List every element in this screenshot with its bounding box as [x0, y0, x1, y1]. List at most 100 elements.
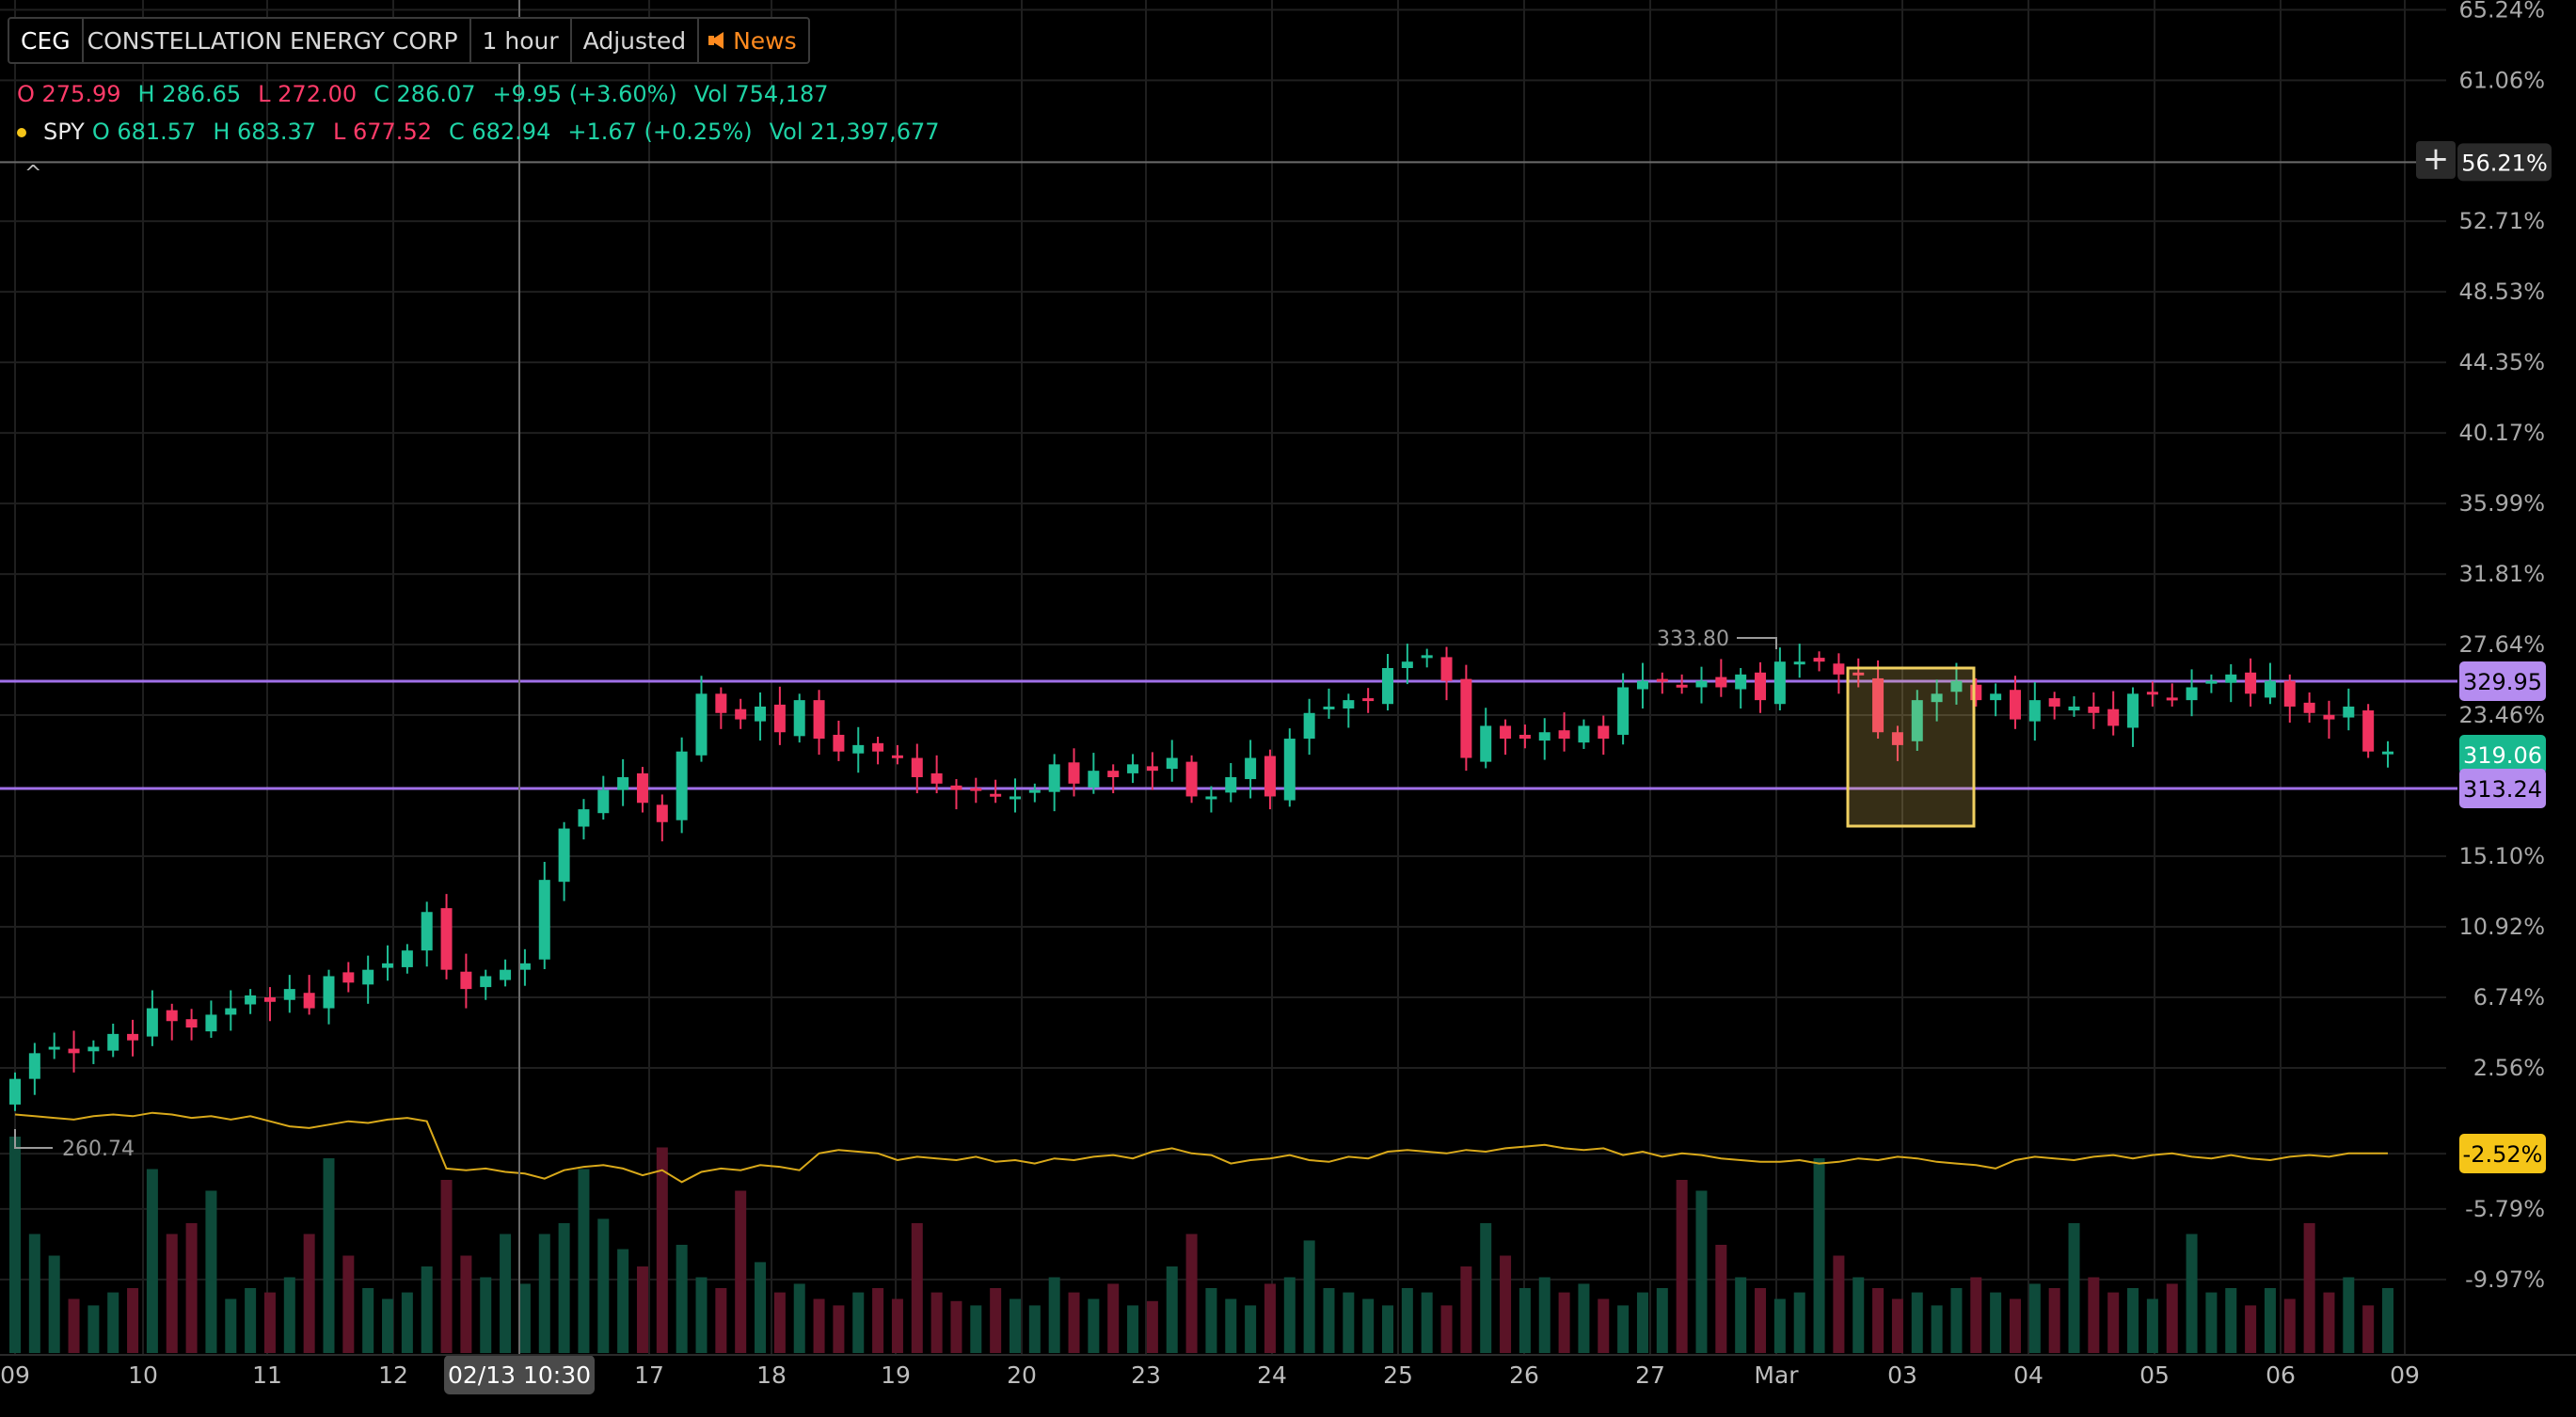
volume-bar — [2283, 1298, 2296, 1353]
adjusted-button[interactable]: Adjusted — [572, 19, 700, 62]
candle-body — [205, 1014, 217, 1032]
candle-body — [1931, 693, 1943, 703]
candle-body — [1440, 657, 1453, 681]
spy-legend-dot — [17, 119, 36, 145]
candle-body — [558, 828, 570, 883]
candle-body — [2225, 674, 2237, 683]
volume-bar — [1500, 1255, 1512, 1353]
symbol-toolbar: CEG CONSTELLATION ENERGY CORP 1 hour Adj… — [8, 17, 810, 64]
candle-body — [2205, 680, 2218, 684]
low-annotation: 260.74 — [62, 1138, 135, 1161]
volume-bar — [1755, 1288, 1767, 1353]
volume-bar — [813, 1298, 825, 1353]
add-alert-plus-button[interactable]: + — [2416, 141, 2456, 179]
y-tick-label: 23.46% — [2458, 702, 2545, 728]
crosshair-time-box — [444, 1355, 595, 1394]
volume-bar — [421, 1266, 433, 1353]
candle-body — [87, 1046, 100, 1052]
news-button[interactable]: News — [699, 19, 808, 62]
x-tick-label: 05 — [2139, 1361, 2170, 1389]
volume-bar — [1421, 1292, 1433, 1353]
volume-bar — [28, 1234, 40, 1353]
candle-body — [930, 772, 943, 784]
x-axis: 09 10 11 12 17 18 19 20 23 24 25 26 27 Mar 03 04 05 06 09 — [0, 1354, 2576, 1389]
volume-bar — [2186, 1234, 2198, 1353]
volume-bar — [87, 1305, 100, 1353]
interval-button[interactable]: 1 hour — [469, 19, 572, 62]
candle-body — [166, 1010, 178, 1022]
candlestick-series — [9, 644, 2393, 1111]
candle-body — [1617, 687, 1630, 735]
volume-bar — [676, 1245, 688, 1353]
candle-body — [1813, 658, 1825, 662]
volume-bar — [1970, 1277, 1982, 1353]
volume-bar — [185, 1223, 198, 1353]
candle-body — [68, 1048, 80, 1054]
candle-body — [2068, 706, 2080, 711]
ceg-volume: Vol 754,187 — [693, 81, 829, 107]
candle-body — [990, 793, 1002, 797]
x-tick-label: 23 — [1131, 1361, 1161, 1389]
candle-body — [460, 971, 472, 990]
candle-body — [2382, 751, 2393, 755]
x-tick-label: 24 — [1257, 1361, 1287, 1389]
candle-body — [715, 693, 727, 713]
candle-body — [1225, 776, 1237, 793]
candle-body — [1068, 762, 1080, 784]
volume-bar — [1401, 1288, 1413, 1353]
volume-bar — [1852, 1277, 1865, 1353]
candle-body — [2245, 672, 2257, 694]
symbol-button[interactable]: CEG — [9, 19, 84, 62]
volume-bar — [1245, 1305, 1257, 1353]
candle-body — [1185, 761, 1198, 797]
volume-bar — [1088, 1298, 1100, 1353]
ceg-close: C 286.07 — [374, 81, 476, 107]
candle-body — [2362, 710, 2375, 752]
volume-bar — [225, 1298, 237, 1353]
candle-body — [421, 912, 433, 951]
volume-bar — [1636, 1292, 1648, 1353]
volume-bar — [48, 1255, 60, 1353]
x-tick-label: 17 — [634, 1361, 664, 1389]
spy-symbol[interactable]: SPY — [43, 119, 85, 145]
x-tick-label: 03 — [1887, 1361, 1917, 1389]
candle-body — [970, 788, 982, 791]
candle-body — [2283, 680, 2296, 707]
volume-bar — [636, 1266, 648, 1353]
volume-bar — [1872, 1288, 1884, 1353]
candle-body — [578, 809, 590, 827]
candle-body — [1480, 725, 1492, 762]
candle-body — [283, 989, 295, 1000]
candle-body — [1401, 661, 1413, 669]
volume-bar — [362, 1288, 374, 1353]
candle-body — [1166, 757, 1178, 770]
candle-body — [2166, 697, 2178, 701]
collapse-caret-icon[interactable]: ^ — [24, 162, 42, 185]
candle-body — [1205, 796, 1217, 800]
candle-body — [1735, 674, 1747, 690]
volume-bar — [1362, 1298, 1375, 1353]
volume-bar — [1225, 1298, 1237, 1353]
candle-body — [1303, 712, 1315, 740]
volume-bar — [1735, 1277, 1747, 1353]
volume-bar — [401, 1292, 413, 1353]
volume-bar — [205, 1190, 217, 1353]
volume-bar — [930, 1292, 943, 1353]
candle-body — [2186, 687, 2198, 701]
y-tick-label: 40.17% — [2458, 420, 2545, 446]
candle-body — [773, 704, 786, 733]
volume-bar — [793, 1283, 805, 1353]
volume-bar — [2205, 1292, 2218, 1353]
candle-body — [127, 1033, 139, 1041]
candle-body — [813, 700, 825, 740]
volume-bar — [1598, 1298, 1610, 1353]
price-tag-label: 319.06 — [2463, 742, 2542, 769]
candle-body — [1048, 764, 1060, 792]
chart-grid — [0, 0, 2446, 1355]
candle-body — [2088, 706, 2100, 713]
candle-body — [1146, 766, 1158, 772]
spy-volume: Vol 21,397,677 — [769, 119, 940, 145]
high-annotation: 333.80 — [1657, 628, 1729, 651]
company-name: CONSTELLATION ENERGY CORP — [87, 26, 458, 55]
